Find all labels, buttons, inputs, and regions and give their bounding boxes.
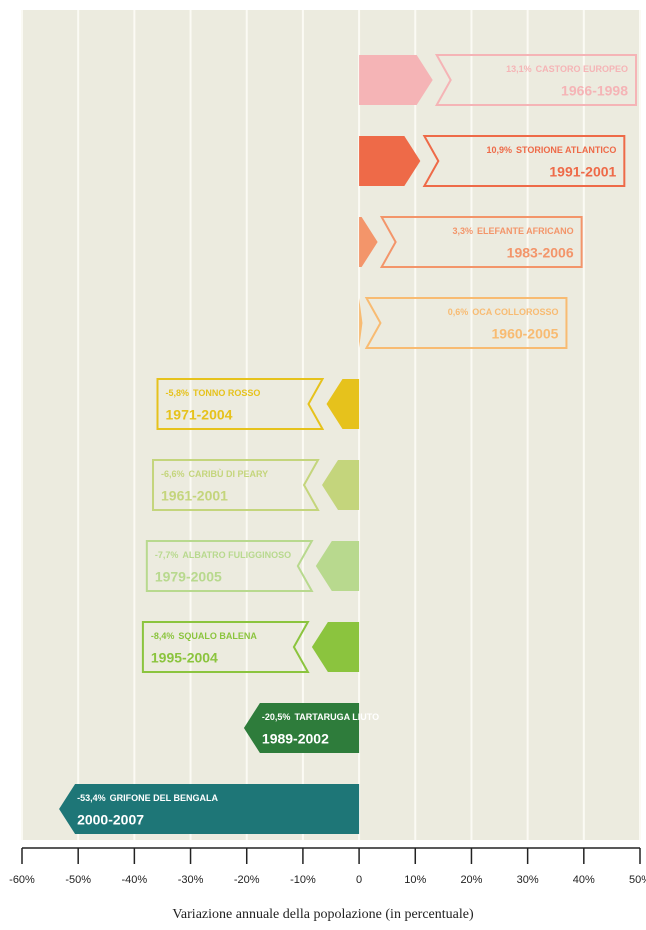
years-label: 1979-2005: [155, 569, 222, 585]
bar: [326, 379, 360, 429]
bar: [59, 784, 360, 834]
bar-label: 13,1% CASTORO EUROPEO: [506, 64, 628, 74]
value-label: -20,5%: [262, 712, 291, 722]
x-axis-title: Variazione annuale della popolazione (in…: [172, 907, 474, 922]
label-box: [379, 216, 583, 268]
x-tick-label: 10%: [404, 874, 426, 886]
bar-label: -6,6% CARIBÙ DI PEARY: [161, 468, 268, 479]
species-name: SQUALO BALENA: [178, 631, 257, 641]
label-box: [141, 621, 310, 673]
x-tick-label: 20%: [460, 874, 482, 886]
years-label: 1991-2001: [549, 164, 616, 180]
label-box: [364, 297, 568, 349]
value-label: 3,3%: [452, 226, 473, 236]
years-label: 1983-2006: [507, 245, 574, 261]
years-label: 1960-2005: [492, 326, 559, 342]
species-name: ALBATRO FULIGGINOSO: [182, 550, 291, 560]
species-name: TONNO ROSSO: [193, 388, 260, 398]
x-tick-label: -20%: [234, 874, 260, 886]
bar-label: 10,9% STORIONE ATLANTICO: [486, 145, 616, 155]
label-box: [422, 135, 626, 187]
bar-label: -20,5% TARTARUGA LIUTO: [262, 712, 379, 722]
x-tick-label: -40%: [122, 874, 148, 886]
bar-label: 0,6% OCA COLLOROSSO: [448, 307, 559, 317]
bar: [359, 136, 421, 186]
species-name: STORIONE ATLANTICO: [516, 145, 616, 155]
years-label: 1966-1998: [561, 83, 628, 99]
species-name: TARTARUGA LIUTO: [294, 712, 379, 722]
value-label: -5,8%: [166, 388, 190, 398]
bar: [311, 622, 360, 672]
bar-label: 3,3% ELEFANTE AFRICANO: [452, 226, 573, 236]
bar: [315, 541, 360, 591]
bar: [243, 703, 360, 753]
value-label: -6,6%: [161, 469, 185, 479]
x-tick-label: 50%: [629, 874, 646, 886]
bar: [322, 460, 360, 510]
bar: [359, 298, 363, 348]
species-name: OCA COLLOROSSO: [472, 307, 558, 317]
bar-label: -7,7% ALBATRO FULIGGINOSO: [155, 550, 291, 560]
value-label: -53,4%: [77, 793, 106, 803]
bar-label: -53,4% GRIFONE DEL BENGALA: [77, 793, 218, 803]
label-box: [152, 459, 320, 511]
years-label: 1961-2001: [161, 488, 228, 504]
value-label: 10,9%: [486, 145, 512, 155]
years-label: 1971-2004: [166, 407, 233, 423]
x-tick-label: -10%: [290, 874, 316, 886]
x-tick-label: 30%: [517, 874, 539, 886]
bar-label: -5,8% TONNO ROSSO: [166, 388, 261, 398]
bar: [359, 217, 378, 267]
label-box: [156, 378, 325, 430]
value-label: -7,7%: [155, 550, 179, 560]
x-tick-label: -60%: [9, 874, 35, 886]
value-label: 13,1%: [506, 64, 532, 74]
species-name: GRIFONE DEL BENGALA: [110, 793, 219, 803]
years-label: 1989-2002: [262, 731, 329, 747]
bar-label: -8,4% SQUALO BALENA: [151, 631, 258, 641]
species-name: CARIBÙ DI PEARY: [189, 468, 269, 479]
plot-background: [22, 10, 640, 840]
x-tick-label: 40%: [573, 874, 595, 886]
years-label: 2000-2007: [77, 812, 144, 828]
label-box: [434, 54, 637, 106]
species-name: ELEFANTE AFRICANO: [477, 226, 574, 236]
value-label: -8,4%: [151, 631, 175, 641]
label-box: [145, 540, 314, 592]
species-name: CASTORO EUROPEO: [536, 64, 628, 74]
x-tick-label: -30%: [178, 874, 204, 886]
x-tick-label: 0: [356, 874, 362, 886]
x-tick-label: -50%: [65, 874, 91, 886]
years-label: 1995-2004: [151, 650, 218, 666]
value-label: 0,6%: [448, 307, 469, 317]
bar: [359, 55, 433, 105]
